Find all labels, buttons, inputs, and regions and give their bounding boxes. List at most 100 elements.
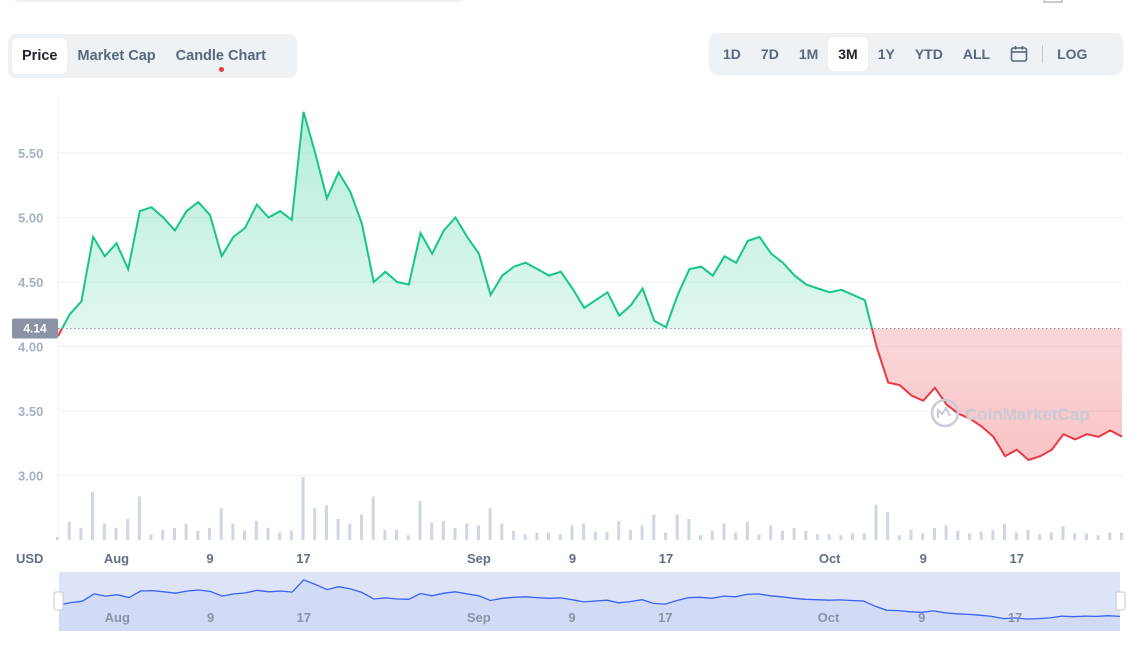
volume-bar xyxy=(675,514,679,540)
x-tick-label: Aug xyxy=(104,551,129,566)
volume-bar xyxy=(780,530,784,540)
navigator-tick-label: 17 xyxy=(297,610,311,625)
tab-price[interactable]: Price xyxy=(12,38,68,74)
range-1m-button[interactable]: 1M xyxy=(798,46,819,62)
chart-type-tabs: Price Market Cap Candle Chart xyxy=(8,34,297,78)
volume-bar xyxy=(664,532,667,540)
currency-label: USD xyxy=(16,551,43,566)
volume-bar xyxy=(605,531,609,540)
volume-bar xyxy=(1120,532,1123,540)
volume-bar xyxy=(278,532,282,540)
volume-bar xyxy=(418,501,422,540)
volume-bar xyxy=(266,528,270,540)
range-7d-button[interactable]: 7D xyxy=(760,46,779,62)
log-scale-button[interactable]: LOG xyxy=(1057,46,1088,62)
volume-bar xyxy=(395,529,399,540)
volume-bar xyxy=(722,523,726,540)
navigator-tick-label: Aug xyxy=(105,610,130,625)
volume-bar xyxy=(558,534,562,540)
navigator-handle-left[interactable] xyxy=(53,591,64,611)
watermark: CoinMarketCap xyxy=(930,398,1090,428)
volume-bar xyxy=(313,508,317,540)
x-tick-label: Oct xyxy=(819,551,841,566)
volume-bar xyxy=(991,529,995,540)
range-1y-button[interactable]: 1Y xyxy=(877,46,895,62)
x-tick-label: Sep xyxy=(467,551,491,566)
current-price-label: 4.14 xyxy=(23,321,47,335)
volume-bar xyxy=(792,528,796,540)
volume-bar xyxy=(1084,533,1088,540)
volume-bar xyxy=(1003,523,1007,540)
volume-bar xyxy=(500,523,504,540)
navigator-tick-label: 9 xyxy=(568,610,575,625)
volume-bar xyxy=(360,514,363,540)
x-tick-label: 17 xyxy=(1010,551,1024,566)
volume-bar xyxy=(1038,534,1042,540)
volume-bar xyxy=(523,534,527,540)
volume-bars xyxy=(56,477,1123,540)
navigator-handle-right[interactable] xyxy=(1115,591,1126,611)
volume-bar xyxy=(628,529,632,540)
x-tick-label: 9 xyxy=(920,551,927,566)
calendar-button[interactable] xyxy=(1000,37,1038,71)
volume-bar xyxy=(208,528,211,540)
y-tick-label: 3.50 xyxy=(18,404,43,419)
volume-bar xyxy=(172,528,176,540)
volume-bar xyxy=(862,533,866,540)
volume-bar xyxy=(137,496,141,540)
volume-bar xyxy=(476,525,480,540)
volume-bar xyxy=(488,508,492,540)
volume-bar xyxy=(512,530,515,540)
volume-bar xyxy=(839,535,843,540)
volume-bar xyxy=(909,529,913,540)
volume-bar xyxy=(430,522,434,540)
range-ytd-button[interactable]: YTD xyxy=(914,46,943,62)
time-range-tabs: 1D 7D 1M 3M 1Y YTD ALL LOG xyxy=(709,33,1123,75)
navigator-labels: Aug 9 17 Sep 9 17 Oct 9 17 xyxy=(105,610,1023,625)
volume-bar xyxy=(371,496,375,540)
volume-bar xyxy=(956,530,960,540)
volume-bar xyxy=(196,530,200,540)
volume-bar xyxy=(126,519,130,540)
fullscreen-icon[interactable] xyxy=(1043,0,1063,3)
y-tick-label: 5.00 xyxy=(18,211,43,226)
volume-bar xyxy=(851,533,855,540)
x-tick-label: 17 xyxy=(296,551,310,566)
range-navigator[interactable]: Aug 9 17 Sep 9 17 Oct 9 17 xyxy=(53,572,1126,631)
volume-bar xyxy=(336,519,340,540)
volume-bar xyxy=(897,535,901,540)
volume-bar xyxy=(114,528,118,540)
y-tick-label: 5.50 xyxy=(18,146,43,161)
volume-bar xyxy=(582,523,586,540)
range-all-button[interactable]: ALL xyxy=(962,46,991,62)
volume-bar xyxy=(243,530,247,540)
range-1d-button[interactable]: 1D xyxy=(723,46,741,62)
volume-bar xyxy=(944,525,948,540)
volume-bar xyxy=(406,535,410,540)
price-line-up xyxy=(60,111,873,329)
volume-bar xyxy=(535,532,539,540)
volume-bar xyxy=(640,525,644,540)
price-area-up xyxy=(62,111,872,329)
volume-bar xyxy=(324,505,328,540)
volume-bar xyxy=(1061,526,1065,540)
range-3m-button[interactable]: 3M xyxy=(828,37,868,71)
current-price-badge: 4.14 xyxy=(12,318,58,339)
tab-candle-chart[interactable]: Candle Chart xyxy=(166,38,276,74)
tab-market-cap-label: Market Cap xyxy=(77,48,156,64)
notification-dot xyxy=(218,67,224,72)
volume-bar xyxy=(921,533,925,540)
coinmarketcap-logo-icon xyxy=(937,406,951,418)
tab-market-cap[interactable]: Market Cap xyxy=(67,38,165,74)
x-tick-label: 9 xyxy=(569,551,576,566)
volume-bar xyxy=(102,523,106,540)
volume-bar xyxy=(547,532,551,540)
navigator-tick-label: 17 xyxy=(658,610,672,625)
volume-bar xyxy=(1073,533,1077,540)
volume-bar xyxy=(699,535,703,540)
top-strip xyxy=(0,0,1131,6)
volume-bar xyxy=(687,519,691,540)
volume-bar xyxy=(254,520,258,540)
volume-bar xyxy=(1014,532,1018,540)
